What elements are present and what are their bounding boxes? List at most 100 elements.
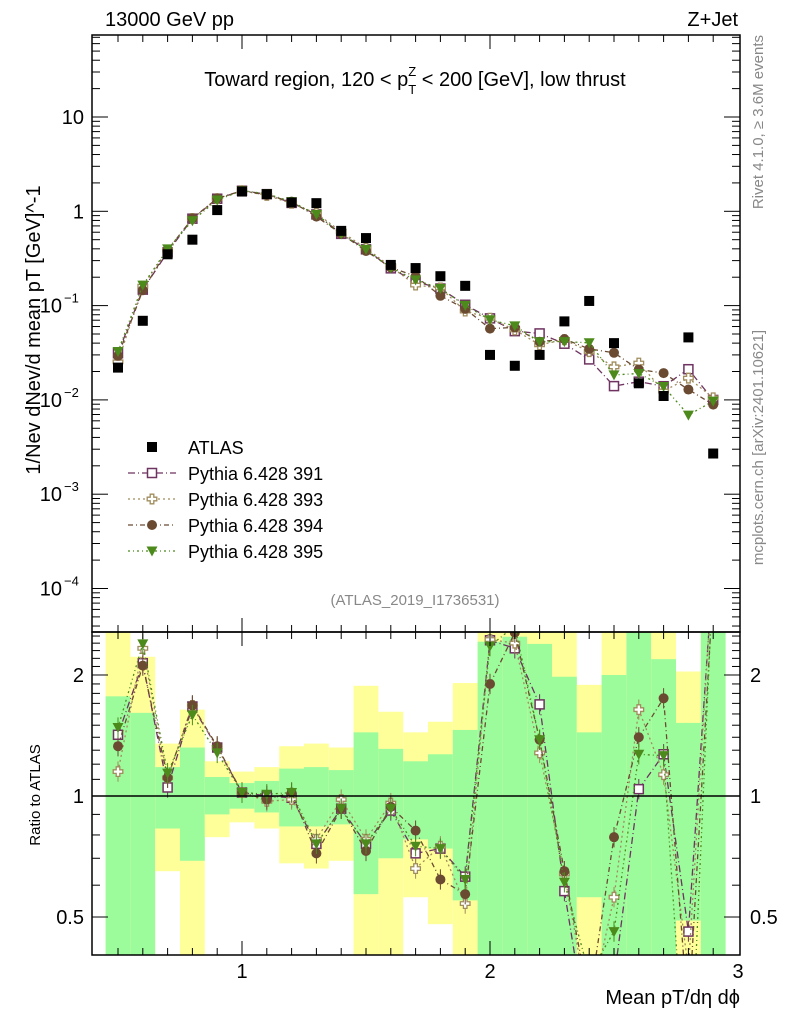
ratio-point [484, 641, 496, 652]
atlas-data-point [286, 197, 297, 208]
ratio-point [211, 748, 223, 759]
atlas-data-point [336, 225, 347, 236]
ratio-point [534, 735, 546, 746]
ratio-point [559, 866, 570, 877]
data-point [310, 209, 322, 220]
data-point [485, 323, 495, 334]
atlas-data-point [683, 332, 694, 343]
atlas-data-point [609, 338, 619, 349]
legend-marker [146, 546, 158, 557]
atlas-data-point [584, 295, 595, 306]
data-point [633, 369, 645, 380]
ratio-line-393 [117, 632, 710, 955]
atlas-data-point [633, 378, 644, 389]
ratio-point [658, 751, 670, 762]
y-axis-label: 1/Nev dNev/d mean pT [GeV]^-1 [23, 185, 45, 474]
atlas-data-point [137, 315, 148, 326]
ratio-point [410, 841, 422, 852]
ratio-point [335, 804, 347, 815]
x-axis-label: Mean pT/dη dϕ [605, 987, 740, 1009]
atlas-data-point [460, 280, 471, 291]
data-point [435, 290, 446, 301]
stat-uncertainty-band [700, 632, 726, 955]
ratio-point [112, 766, 124, 778]
ratio-point [435, 874, 446, 885]
atlas-data-point [237, 186, 247, 197]
series-line-394 [117, 190, 714, 406]
ratio-point [534, 699, 545, 710]
atlas-data-point [311, 198, 322, 209]
ratio-point [410, 825, 421, 836]
atlas-data-point [113, 362, 123, 373]
legend-marker [147, 520, 157, 530]
ratio-point [633, 749, 645, 760]
y-tick-exponent: −3 [64, 479, 79, 494]
ratio-point [137, 660, 148, 671]
ratio-point [137, 639, 149, 650]
stat-uncertainty-band [552, 676, 577, 955]
data-point [186, 216, 198, 227]
plot-title: Toward region, 120 < pTZ < 200 [GeV], lo… [204, 64, 626, 97]
ratio-point [633, 783, 645, 795]
ratio-point [236, 788, 248, 799]
ratio-tick-label-left: 2 [73, 665, 84, 687]
data-point [558, 337, 570, 348]
stat-uncertainty-band [130, 712, 156, 955]
data-point [434, 284, 446, 295]
data-point [682, 410, 694, 421]
data-point [707, 396, 719, 407]
y-tick-label: 10 [62, 107, 84, 129]
stat-uncertainty-band [676, 722, 701, 921]
atlas-data-point [261, 189, 272, 200]
x-tick-label: 1 [236, 961, 247, 983]
ratio-point [286, 788, 298, 799]
atlas-data-point [187, 234, 198, 245]
energy-label: 13000 GeV pp [105, 9, 234, 31]
atlas-data-point [410, 263, 421, 274]
data-point [137, 280, 149, 291]
data-point [609, 347, 619, 358]
y-tick-label: 10 [40, 296, 62, 318]
ratio-point [186, 710, 198, 721]
legend-marker [146, 493, 158, 505]
atlas-data-point [435, 271, 446, 282]
ratio-point [459, 874, 471, 885]
ratio-point [609, 832, 619, 843]
ratio-line-391 [117, 632, 710, 955]
x-tick-label: 2 [484, 961, 495, 983]
ratio-point [410, 863, 422, 874]
data-point [534, 337, 546, 348]
stat-uncertainty-band [353, 732, 379, 895]
series-line-393 [117, 190, 714, 399]
mcplots-label: mcplots.cern.ch [arXiv:2401.10621] [750, 330, 767, 565]
stat-uncertainty-band [180, 747, 205, 861]
legend-label: Pythia 6.428 393 [188, 490, 323, 510]
ratio-point [261, 789, 273, 800]
stat-uncertainty-band [304, 767, 329, 827]
ratio-y-axis-label: Ratio to ATLAS [27, 744, 44, 845]
data-point [112, 347, 124, 358]
ratio-point [633, 704, 645, 716]
ratio-line-395 [117, 632, 712, 955]
legend-label: Pythia 6.428 391 [188, 464, 323, 484]
ratio-point [162, 768, 174, 779]
ratio-point [608, 891, 620, 903]
data-point [534, 328, 545, 339]
y-tick-label: 10 [40, 579, 62, 601]
data-point [509, 321, 521, 332]
ratio-point [460, 889, 471, 900]
y-tick-label: 1 [73, 201, 84, 223]
atlas-data-point [361, 233, 371, 244]
data-point [459, 300, 471, 311]
stat-uncertainty-band [428, 754, 453, 849]
data-point [360, 244, 372, 255]
analysis-id: (ATLAS_2019_I1736531) [330, 592, 499, 609]
ratio-point [112, 723, 124, 734]
ratio-point [633, 732, 644, 743]
data-point [608, 370, 620, 381]
stat-uncertainty-band [601, 674, 627, 955]
legend: ATLAS Pythia 6.428 391 Pythia 6.428 393 Pyt… [128, 438, 323, 562]
atlas-data-point [658, 390, 669, 401]
